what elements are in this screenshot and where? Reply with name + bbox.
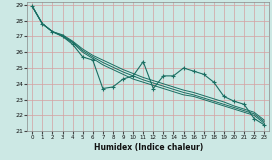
X-axis label: Humidex (Indice chaleur): Humidex (Indice chaleur) (94, 143, 203, 152)
